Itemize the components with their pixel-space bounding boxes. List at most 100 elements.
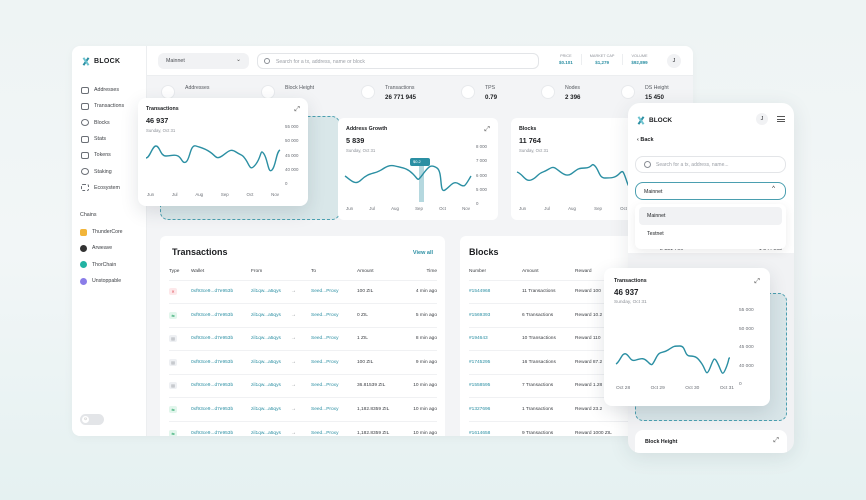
to-link[interactable]: Seed...Proxy [311, 373, 357, 398]
network-select[interactable]: Mainnet ⌄ [158, 53, 249, 69]
transactions-title: Transactions [172, 247, 228, 257]
expand-icon[interactable]: ⤢ [484, 126, 490, 133]
expand-icon[interactable]: ⤢ [754, 278, 760, 285]
block-number-link[interactable]: #1327696 [469, 397, 522, 421]
to-link[interactable]: Seed...Proxy [311, 420, 357, 436]
sidebar-nav: Addresses Transactions Blocks Stats Toke… [81, 82, 124, 196]
mobile-network-select[interactable]: Mainnet ^ [635, 182, 786, 200]
back-button[interactable]: ‹ Back [637, 137, 654, 143]
chain-thundercore[interactable]: ThunderCore [80, 224, 123, 240]
wallet-link[interactable]: 0xf93ce9...d7e953b [191, 326, 251, 351]
token-icon [81, 151, 89, 159]
sidebar-item-transactions[interactable]: Transactions [81, 98, 124, 114]
floating-transactions-card[interactable]: Transactions 46 937 Sunday, Oct 31 ⤢ 55 … [138, 98, 308, 206]
view-all-link[interactable]: View all [412, 250, 433, 256]
block-number-link[interactable]: #1558595 [469, 373, 522, 398]
to-link[interactable]: Seed...Proxy [311, 303, 357, 327]
failed-icon: ✕ [169, 288, 177, 296]
to-link[interactable]: Seed...Proxy [311, 350, 357, 374]
sidebar-item-staking[interactable]: Staking [81, 163, 124, 179]
arrow-right-icon: → [291, 326, 311, 351]
sidebar-item-stats[interactable]: Stats [81, 131, 124, 147]
option-testnet[interactable]: Testnet [647, 231, 664, 237]
transfer-icon [81, 102, 89, 110]
to-link[interactable]: Seed...Proxy [311, 326, 357, 351]
wallet-icon [161, 85, 175, 99]
transactions-table: Type Wallet From To Amount Time ✕ 0xf93c… [169, 264, 437, 436]
logo[interactable]: BLOCK [81, 57, 120, 65]
from-link[interactable]: zil1qw...a5qys [251, 420, 291, 436]
wallet-icon [81, 86, 89, 94]
wallet-link[interactable]: 0xf93ce9...d7e953b [191, 303, 251, 327]
block-number-link[interactable]: #1569393 [469, 303, 522, 327]
thorchain-icon [80, 261, 87, 269]
from-link[interactable]: zil1qw...a5qys [251, 303, 291, 327]
kpi-market-cap: MARKET CAP $1,279 [580, 54, 623, 65]
contract-icon: ▤ [169, 358, 177, 366]
table-row[interactable]: ▤ 0xf93ce9...d7e953b zil1qw...a5qys → Se… [169, 350, 437, 374]
stat-nodes: Nodes 2 396 [527, 77, 607, 115]
floating-transactions-card-mobile[interactable]: Transactions 46 937 Sunday, Oct 31 ⤢ 55 … [604, 268, 770, 406]
from-link[interactable]: zil1qw...a5qys [251, 397, 291, 421]
block-number-link[interactable]: #1745295 [469, 350, 522, 374]
block-number-link[interactable]: #1544968 [469, 279, 522, 304]
search-input[interactable]: Search for a tx, address, name or block [257, 53, 539, 69]
from-link[interactable]: zil1qw...a5qys [251, 326, 291, 351]
thundercore-icon [80, 228, 87, 236]
block-number-link[interactable]: #1614658 [469, 420, 522, 436]
cube-icon [261, 85, 275, 99]
sidebar-item-ecosystem[interactable]: Ecosystem [81, 180, 124, 196]
address-growth-chart [344, 158, 472, 202]
arrow-right-icon: → [291, 420, 311, 436]
to-link[interactable]: Seed...Proxy [311, 279, 357, 304]
wallet-link[interactable]: 0xf93ce9...d7e953b [191, 350, 251, 374]
transactions-panel: Transactions View all Type Wallet From T… [160, 236, 445, 436]
mobile-header: BLOCK J ‹ Back Search for a tx, address,… [628, 103, 794, 253]
wallet-link[interactable]: 0xf93ce9...d7e953b [191, 373, 251, 398]
table-row[interactable]: ▤ 0xf93ce9...d7e953b zil1qw...a5qys → Se… [169, 373, 437, 398]
user-avatar[interactable]: J [667, 54, 681, 68]
hamburger-menu-icon[interactable] [777, 116, 785, 122]
block-number-link[interactable]: #194643 [469, 326, 522, 351]
arrow-right-icon: → [291, 303, 311, 327]
contract-icon: ▤ [169, 335, 177, 343]
to-link[interactable]: Seed...Proxy [311, 397, 357, 421]
topbar: Mainnet ⌄ Search for a tx, address, name… [147, 46, 693, 76]
stat-transactions: Transactions 26 771 945 [347, 77, 447, 115]
wallet-link[interactable]: 0xf93ce9...d7e953b [191, 279, 251, 304]
sidebar-item-blocks[interactable]: Blocks [81, 115, 124, 131]
from-link[interactable]: zil1qw...a5qys [251, 373, 291, 398]
stats-bar: Addresses Block Height Transactions 26 77… [147, 77, 693, 115]
table-row[interactable]: ✕ 0xf93ce9...d7e953b zil1qw...a5qys → Se… [169, 279, 437, 304]
transfer-icon: ⇆ [169, 429, 177, 436]
chart-tooltip: $0.2 [413, 159, 421, 164]
expand-icon[interactable]: ⤢ [773, 437, 779, 444]
table-row[interactable]: ▤ 0xf93ce9...d7e953b zil1qw...a5qys → Se… [169, 326, 437, 351]
mobile-search-input[interactable]: Search for a tx, address, name... [635, 156, 786, 173]
wallet-link[interactable]: 0xf93ce9...d7e953b [191, 397, 251, 421]
from-link[interactable]: zil1qw...a5qys [251, 279, 291, 304]
wallet-link[interactable]: 0xf93ce9...d7e953b [191, 420, 251, 436]
option-mainnet[interactable]: Mainnet [639, 207, 782, 225]
sidebar: BLOCK Addresses Transactions Blocks Stat… [72, 46, 147, 436]
mobile-logo[interactable]: BLOCK [636, 116, 672, 124]
table-row[interactable]: ⇆ 0xf93ce9...d7e953b zil1qw...a5qys → Se… [169, 303, 437, 327]
transactions-chart [145, 145, 281, 172]
chain-unstoppable[interactable]: Unstoppable [80, 273, 123, 289]
table-row[interactable]: ⇆ 0xf93ce9...d7e953b zil1qw...a5qys → Se… [169, 420, 437, 436]
market-kpis: PRICE $0.101 MARKET CAP $1,279 VOLUME $92,8… [551, 54, 656, 65]
expand-icon[interactable]: ⤢ [294, 106, 300, 113]
mobile-user-avatar[interactable]: J [756, 113, 768, 125]
from-link[interactable]: zil1qw...a5qys [251, 350, 291, 374]
stat-ds-height: DS Height 15 450 [607, 77, 687, 115]
sidebar-item-tokens[interactable]: Tokens [81, 147, 124, 163]
theme-toggle[interactable]: ☼ [80, 414, 104, 425]
chain-arweave[interactable]: Arweave [80, 240, 123, 256]
nodes-icon [621, 85, 635, 99]
chain-thorchain[interactable]: ThorChain [80, 257, 123, 273]
sidebar-item-addresses[interactable]: Addresses [81, 82, 124, 98]
chevron-down-icon: ⌄ [235, 57, 241, 63]
table-row[interactable]: ⇆ 0xf93ce9...d7e953b zil1qw...a5qys → Se… [169, 397, 437, 421]
arweave-icon [80, 244, 87, 252]
chains-heading: Chains [80, 212, 97, 218]
